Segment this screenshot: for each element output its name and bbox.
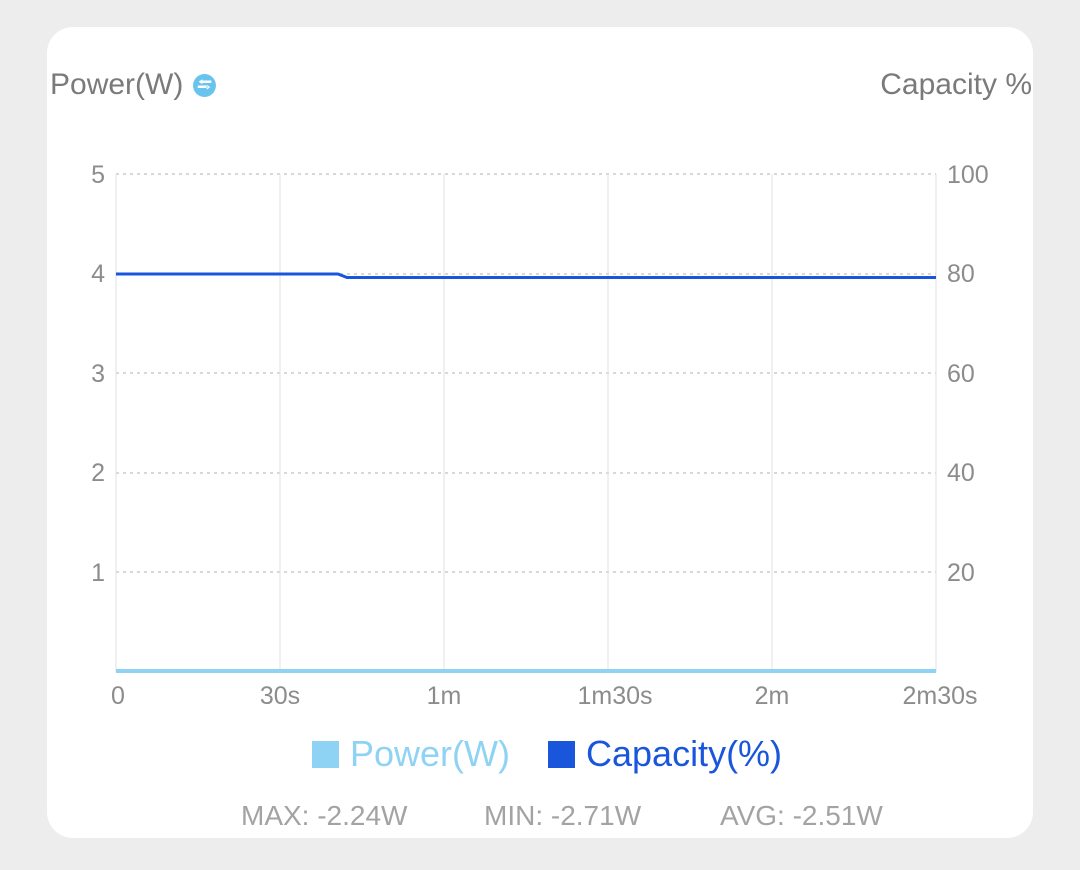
svg-text:100: 100 (947, 161, 989, 189)
svg-text:30s: 30s (260, 682, 300, 710)
svg-text:60: 60 (947, 360, 975, 388)
svg-text:80: 80 (947, 260, 975, 288)
svg-text:1m: 1m (427, 682, 462, 710)
svg-text:40: 40 (947, 459, 975, 487)
svg-text:2m: 2m (755, 682, 790, 710)
svg-text:20: 20 (947, 559, 975, 587)
svg-text:2: 2 (91, 459, 105, 487)
svg-text:4: 4 (91, 260, 105, 288)
svg-text:2m30s: 2m30s (902, 682, 977, 710)
svg-text:0: 0 (111, 682, 125, 710)
svg-text:5: 5 (91, 161, 105, 189)
svg-text:1: 1 (91, 559, 105, 587)
svg-text:1m30s: 1m30s (577, 682, 652, 710)
svg-text:3: 3 (91, 360, 105, 388)
